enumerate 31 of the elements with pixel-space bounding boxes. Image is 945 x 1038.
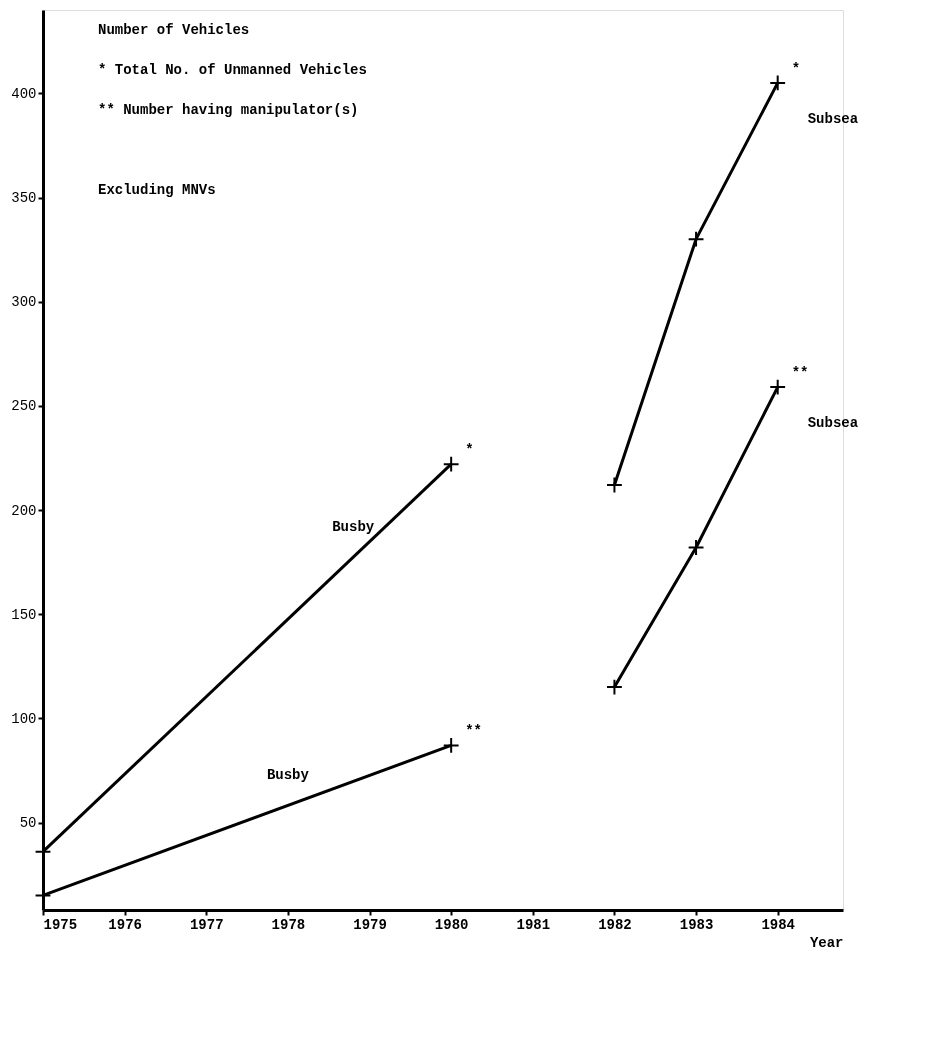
y-tick-label: 150 bbox=[11, 606, 37, 623]
annotation: Excluding MNVs bbox=[98, 182, 216, 198]
x-tick-label: 1980 bbox=[434, 916, 469, 933]
x-tick-label: 1978 bbox=[271, 916, 306, 933]
x-tick-label: 1975 bbox=[43, 916, 78, 933]
y-tick-label: 400 bbox=[11, 85, 37, 102]
x-tick-label: 1977 bbox=[189, 916, 224, 933]
x-axis-title: Year bbox=[809, 934, 844, 951]
y-tick-label: 350 bbox=[11, 190, 37, 206]
annotation: * bbox=[465, 442, 474, 459]
annotation: * bbox=[791, 60, 801, 77]
y-tick-label: 250 bbox=[11, 398, 37, 415]
x-tick-label: 1984 bbox=[761, 916, 795, 933]
annotation: Busby bbox=[266, 767, 310, 784]
y-tick-label: 200 bbox=[11, 502, 37, 519]
annotation: Busby bbox=[332, 519, 375, 536]
y-tick-label: 50 bbox=[19, 815, 37, 831]
y-tick-label: 300 bbox=[11, 294, 37, 311]
annotation: * Total No. of Unmanned Vehicles bbox=[98, 62, 367, 78]
annotation: ** bbox=[465, 723, 482, 740]
x-tick-label: 1982 bbox=[598, 916, 632, 933]
x-tick-label: 1976 bbox=[108, 916, 142, 933]
x-tick-label: 1981 bbox=[516, 916, 551, 933]
annotation: Subsea bbox=[807, 110, 859, 127]
annotation: ** bbox=[791, 365, 809, 382]
annotation: ** Number having manipulator(s) bbox=[98, 102, 359, 118]
x-tick-label: 1983 bbox=[679, 916, 714, 933]
x-tick-label: 1979 bbox=[353, 916, 387, 933]
annotation: Number of Vehicles bbox=[98, 22, 250, 38]
annotation: Subsea bbox=[807, 415, 859, 432]
y-tick-label: 100 bbox=[11, 710, 37, 727]
